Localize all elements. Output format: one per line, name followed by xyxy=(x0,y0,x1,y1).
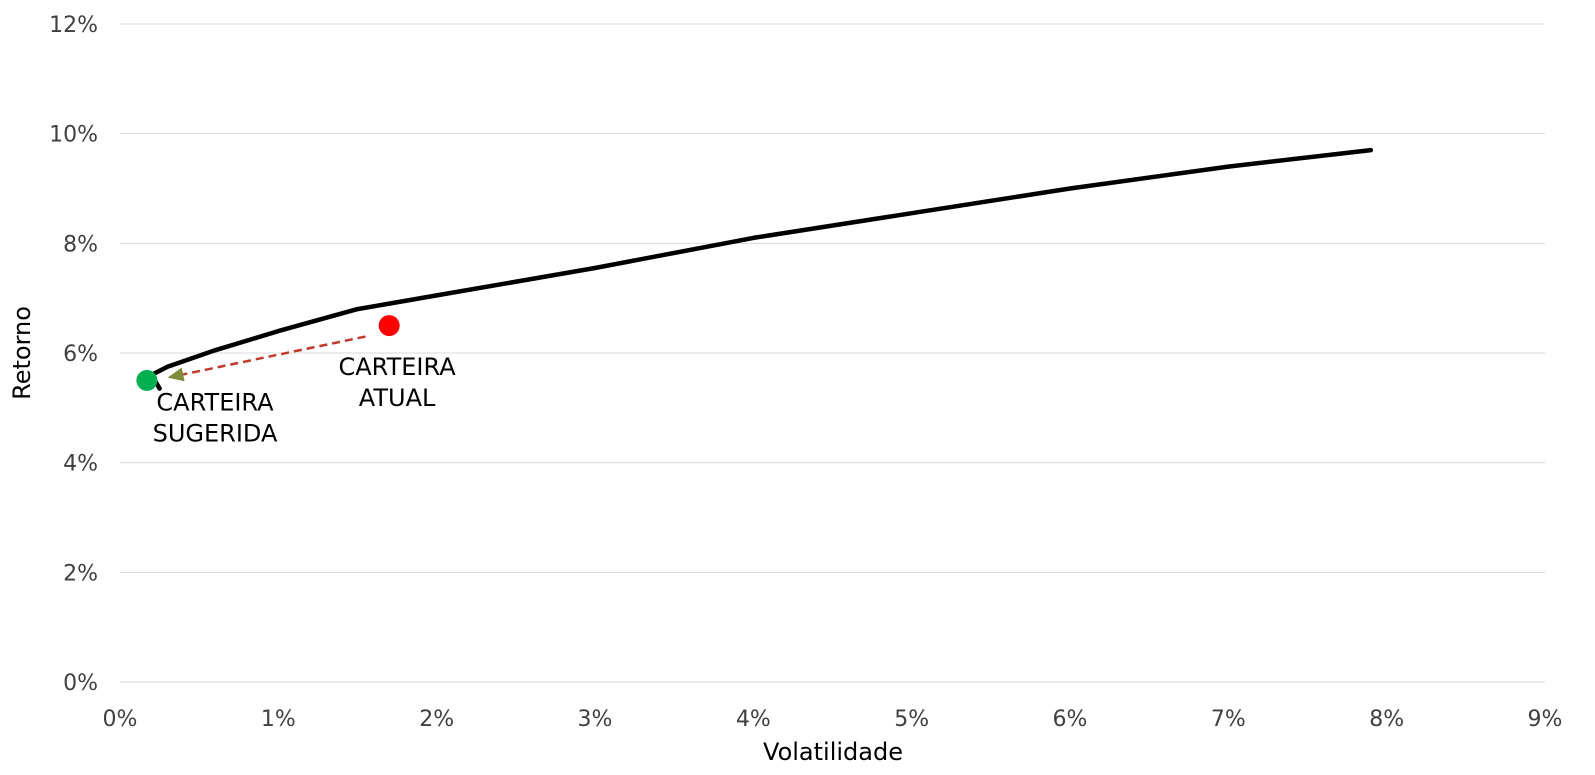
y-tick-label: 12% xyxy=(49,13,98,38)
x-tick-labels: 0% 1% 2% 3% 4% 5% 6% 7% 8% 9% xyxy=(103,707,1563,732)
y-tick-label: 2% xyxy=(63,561,98,586)
series-layer xyxy=(149,147,1374,391)
y-tick-label: 4% xyxy=(63,452,98,477)
annotation-layer: CARTEIRA ATUAL CARTEIRA SUGERIDA xyxy=(153,353,457,448)
x-tick-label: 3% xyxy=(578,707,613,732)
annotation-label: CARTEIRA xyxy=(339,353,457,381)
annotation-label: CARTEIRA xyxy=(156,389,274,417)
point-layer xyxy=(136,315,400,391)
arrow-layer xyxy=(167,335,366,382)
arrow-head xyxy=(167,367,185,382)
y-tick-label: 0% xyxy=(63,671,98,696)
y-tick-labels: 0% 2% 4% 6% 8% 10% 12% xyxy=(49,13,98,696)
x-tick-label: 4% xyxy=(736,707,771,732)
x-tick-label: 0% xyxy=(103,707,138,732)
y-tick-label: 8% xyxy=(63,232,98,257)
x-tick-label: 8% xyxy=(1369,707,1404,732)
x-tick-label: 1% xyxy=(261,707,296,732)
frontier-line xyxy=(149,147,1374,391)
x-tick-label: 6% xyxy=(1053,707,1088,732)
annotation-label: ATUAL xyxy=(359,384,436,412)
x-axis-title: Volatilidade xyxy=(763,738,903,766)
y-tick-label: 6% xyxy=(63,342,98,367)
portfolio-point xyxy=(136,369,158,391)
y-tick-label: 10% xyxy=(49,123,98,148)
x-tick-label: 7% xyxy=(1211,707,1246,732)
annotation-label: SUGERIDA xyxy=(153,420,278,448)
x-tick-label: 5% xyxy=(894,707,929,732)
grid-layer xyxy=(120,23,1545,683)
portfolio-point xyxy=(378,315,400,337)
arrow-shaft xyxy=(182,335,366,376)
x-tick-label: 2% xyxy=(419,707,454,732)
y-axis-title: Retorno xyxy=(8,306,36,400)
x-tick-label: 9% xyxy=(1528,707,1563,732)
